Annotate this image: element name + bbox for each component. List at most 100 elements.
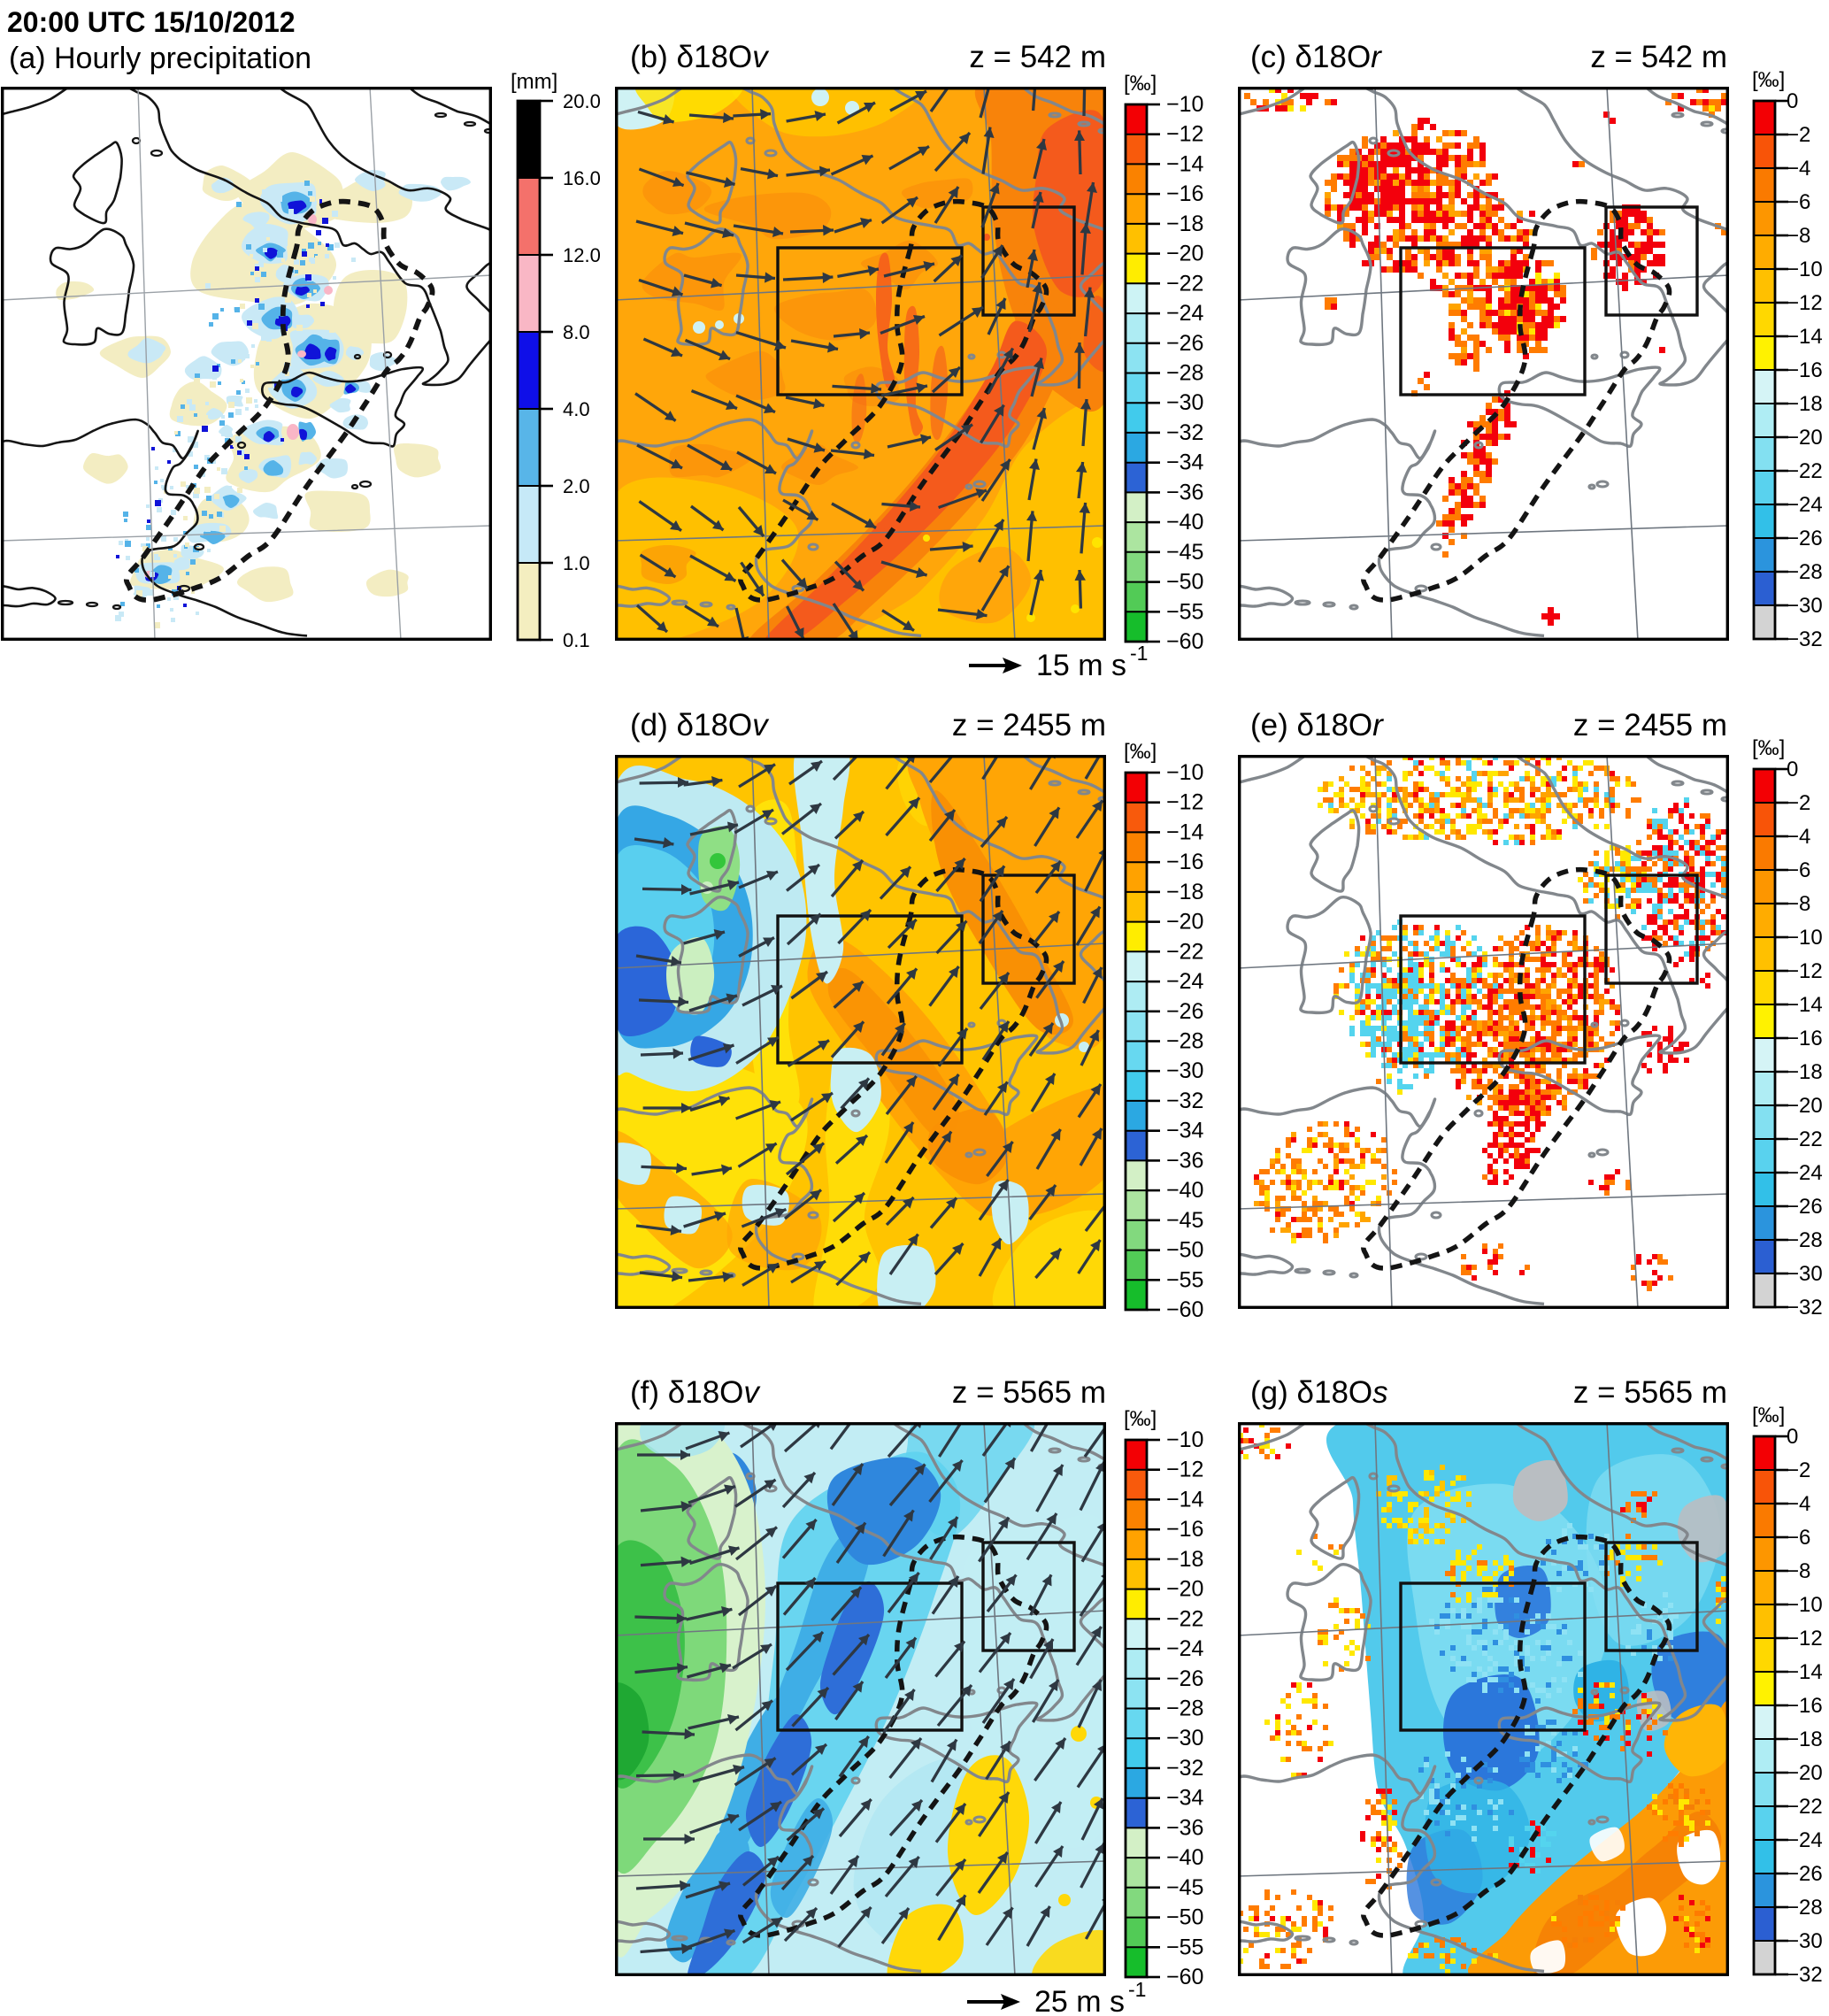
svg-text:−30: −30	[1166, 390, 1203, 415]
svg-text:−50: −50	[1166, 1238, 1203, 1263]
svg-text:−18: −18	[1787, 1727, 1823, 1751]
svg-text:−32: −32	[1166, 1756, 1203, 1781]
svg-text:−18: −18	[1787, 392, 1823, 416]
svg-text:0: 0	[1787, 1425, 1798, 1449]
svg-text:−16: −16	[1166, 850, 1203, 874]
svg-text:15 m s: 15 m s	[1036, 649, 1126, 682]
svg-text:−14: −14	[1166, 151, 1204, 176]
svg-text:−10: −10	[1166, 760, 1203, 785]
svg-text:25 m s: 25 m s	[1034, 1985, 1125, 2016]
svg-text:−6: −6	[1787, 190, 1810, 214]
svg-text:−10: −10	[1787, 258, 1823, 281]
svg-text:−12: −12	[1787, 959, 1823, 983]
svg-text:−6: −6	[1787, 858, 1810, 882]
svg-text:−22: −22	[1166, 939, 1203, 964]
svg-text:−24: −24	[1166, 969, 1204, 994]
svg-text:−34: −34	[1166, 1119, 1204, 1143]
svg-text:−2: −2	[1787, 1458, 1810, 1482]
svg-text:−36: −36	[1166, 1815, 1203, 1840]
svg-text:−8: −8	[1787, 224, 1810, 248]
svg-text:−45: −45	[1166, 540, 1203, 565]
svg-text:−22: −22	[1166, 1606, 1203, 1631]
svg-text:−20: −20	[1166, 910, 1203, 935]
svg-text:−12: −12	[1166, 122, 1203, 147]
svg-text:−20: −20	[1787, 1094, 1823, 1118]
svg-text:−34: −34	[1166, 1786, 1204, 1811]
svg-text:−4: −4	[1787, 1492, 1810, 1516]
svg-text:−2: −2	[1787, 123, 1810, 147]
svg-text:−30: −30	[1166, 1726, 1203, 1751]
svg-text:−32: −32	[1787, 1963, 1823, 1987]
svg-text:−28: −28	[1166, 1029, 1203, 1054]
svg-text:−28: −28	[1787, 1896, 1823, 1920]
svg-text:−45: −45	[1166, 1875, 1203, 1900]
svg-text:−50: −50	[1166, 1905, 1203, 1930]
svg-text:−18: −18	[1166, 1547, 1203, 1572]
svg-text:20.0: 20.0	[563, 90, 601, 112]
svg-text:−14: −14	[1787, 325, 1823, 349]
svg-text:−34: −34	[1166, 450, 1204, 475]
svg-text:−8: −8	[1787, 1559, 1810, 1583]
svg-text:−40: −40	[1166, 1845, 1203, 1870]
svg-text:−14: −14	[1166, 819, 1204, 844]
svg-text:−16: −16	[1166, 181, 1203, 206]
svg-text:−45: −45	[1166, 1208, 1203, 1233]
svg-text:16.0: 16.0	[563, 167, 601, 189]
svg-text:−12: −12	[1787, 1627, 1823, 1651]
svg-text:-1: -1	[1130, 642, 1148, 665]
svg-text:−8: −8	[1787, 892, 1810, 916]
svg-text:−24: −24	[1166, 1636, 1204, 1661]
svg-text:−20: −20	[1166, 242, 1203, 266]
svg-text:−55: −55	[1166, 599, 1203, 624]
svg-text:−20: −20	[1787, 426, 1823, 450]
svg-text:−16: −16	[1787, 1694, 1823, 1718]
svg-text:12.0: 12.0	[563, 244, 601, 266]
svg-text:−14: −14	[1166, 1487, 1204, 1512]
svg-text:−30: −30	[1787, 1262, 1823, 1286]
svg-text:−50: −50	[1166, 570, 1203, 595]
svg-text:4.0: 4.0	[563, 398, 590, 420]
svg-text:1.0: 1.0	[563, 552, 590, 574]
svg-text:−60: −60	[1166, 1297, 1203, 1322]
svg-text:2.0: 2.0	[563, 475, 590, 497]
svg-text:−55: −55	[1166, 1935, 1203, 1959]
svg-text:−40: −40	[1166, 510, 1203, 535]
svg-text:−36: −36	[1166, 480, 1203, 504]
svg-text:−32: −32	[1166, 1089, 1203, 1113]
svg-text:−24: −24	[1787, 493, 1823, 517]
svg-text:−32: −32	[1787, 627, 1823, 651]
svg-text:−28: −28	[1166, 1697, 1203, 1721]
svg-text:−36: −36	[1166, 1148, 1203, 1173]
svg-text:−4: −4	[1787, 157, 1810, 181]
svg-text:-1: -1	[1128, 1978, 1146, 2001]
svg-text:8.0: 8.0	[563, 321, 590, 343]
svg-text:−16: −16	[1787, 1027, 1823, 1050]
svg-text:−22: −22	[1787, 1127, 1823, 1151]
svg-text:−30: −30	[1166, 1058, 1203, 1083]
svg-text:−6: −6	[1787, 1526, 1810, 1550]
svg-text:−24: −24	[1787, 1828, 1823, 1852]
svg-text:−4: −4	[1787, 825, 1810, 849]
svg-text:−22: −22	[1787, 459, 1823, 483]
svg-text:−28: −28	[1787, 1228, 1823, 1252]
svg-text:−24: −24	[1166, 301, 1204, 326]
svg-text:−26: −26	[1166, 331, 1203, 356]
svg-text:−20: −20	[1787, 1761, 1823, 1785]
svg-text:−30: −30	[1787, 1929, 1823, 1953]
svg-text:−12: −12	[1166, 790, 1203, 815]
svg-text:−26: −26	[1787, 1862, 1823, 1886]
svg-text:−20: −20	[1166, 1577, 1203, 1602]
svg-text:−22: −22	[1166, 271, 1203, 296]
svg-text:−18: −18	[1166, 880, 1203, 904]
svg-text:−12: −12	[1787, 291, 1823, 315]
svg-text:−60: −60	[1166, 1965, 1203, 1989]
svg-text:−18: −18	[1787, 1060, 1823, 1084]
svg-text:−32: −32	[1166, 420, 1203, 445]
svg-text:−30: −30	[1787, 594, 1823, 618]
svg-text:−60: −60	[1166, 629, 1203, 654]
svg-text:−26: −26	[1787, 527, 1823, 550]
svg-text:−16: −16	[1166, 1517, 1203, 1542]
svg-text:0: 0	[1787, 758, 1798, 781]
svg-text:−14: −14	[1787, 1660, 1823, 1684]
svg-text:0: 0	[1787, 89, 1798, 113]
